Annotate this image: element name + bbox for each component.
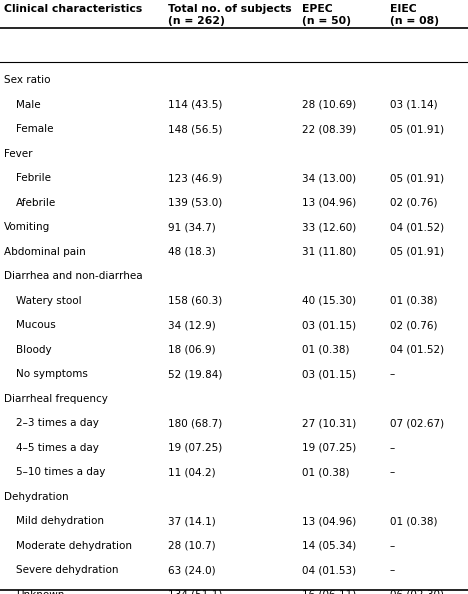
Text: Vomiting: Vomiting <box>4 222 50 232</box>
Text: 02 (0.76): 02 (0.76) <box>390 320 438 330</box>
Text: 01 (0.38): 01 (0.38) <box>390 296 438 306</box>
Text: 180 (68.7): 180 (68.7) <box>168 418 222 428</box>
Text: –: – <box>390 467 395 477</box>
Text: 16 (06.11): 16 (06.11) <box>302 590 356 594</box>
Text: 5–10 times a day: 5–10 times a day <box>16 467 105 477</box>
Text: 13 (04.96): 13 (04.96) <box>302 516 356 526</box>
Text: 4–5 times a day: 4–5 times a day <box>16 443 99 453</box>
Text: EIEC
(n = 08): EIEC (n = 08) <box>390 4 439 26</box>
Text: 40 (15.30): 40 (15.30) <box>302 296 356 306</box>
Text: Sex ratio: Sex ratio <box>4 75 51 86</box>
Text: 03 (01.15): 03 (01.15) <box>302 320 356 330</box>
Text: 123 (46.9): 123 (46.9) <box>168 173 222 184</box>
Text: 05 (01.91): 05 (01.91) <box>390 247 444 257</box>
Text: 06 (02.30): 06 (02.30) <box>390 590 444 594</box>
Text: 37 (14.1): 37 (14.1) <box>168 516 216 526</box>
Text: Diarrheal frequency: Diarrheal frequency <box>4 394 108 404</box>
Text: 02 (0.76): 02 (0.76) <box>390 198 438 208</box>
Text: Severe dehydration: Severe dehydration <box>16 565 118 575</box>
Text: 134 (51.1): 134 (51.1) <box>168 590 222 594</box>
Text: 01 (0.38): 01 (0.38) <box>302 467 350 477</box>
Text: 48 (18.3): 48 (18.3) <box>168 247 216 257</box>
Text: 01 (0.38): 01 (0.38) <box>390 516 438 526</box>
Text: 34 (13.00): 34 (13.00) <box>302 173 356 184</box>
Text: 07 (02.67): 07 (02.67) <box>390 418 444 428</box>
Text: 03 (1.14): 03 (1.14) <box>390 100 438 110</box>
Text: Afebrile: Afebrile <box>16 198 56 208</box>
Text: 2–3 times a day: 2–3 times a day <box>16 418 99 428</box>
Text: 27 (10.31): 27 (10.31) <box>302 418 356 428</box>
Text: 63 (24.0): 63 (24.0) <box>168 565 216 575</box>
Text: 04 (01.53): 04 (01.53) <box>302 565 356 575</box>
Text: Abdominal pain: Abdominal pain <box>4 247 86 257</box>
Text: Fever: Fever <box>4 148 32 159</box>
Text: –: – <box>390 541 395 551</box>
Text: 148 (56.5): 148 (56.5) <box>168 124 222 134</box>
Text: 14 (05.34): 14 (05.34) <box>302 541 356 551</box>
Text: Total no. of subjects
(n = 262): Total no. of subjects (n = 262) <box>168 4 292 26</box>
Text: Unknown: Unknown <box>16 590 65 594</box>
Text: Moderate dehydration: Moderate dehydration <box>16 541 132 551</box>
Text: Mild dehydration: Mild dehydration <box>16 516 104 526</box>
Text: 22 (08.39): 22 (08.39) <box>302 124 356 134</box>
Text: 28 (10.69): 28 (10.69) <box>302 100 356 110</box>
Text: 11 (04.2): 11 (04.2) <box>168 467 216 477</box>
Text: Dehydration: Dehydration <box>4 492 69 502</box>
Text: 33 (12.60): 33 (12.60) <box>302 222 356 232</box>
Text: Watery stool: Watery stool <box>16 296 81 306</box>
Text: 28 (10.7): 28 (10.7) <box>168 541 216 551</box>
Text: 18 (06.9): 18 (06.9) <box>168 345 216 355</box>
Text: 158 (60.3): 158 (60.3) <box>168 296 222 306</box>
Text: EPEC
(n = 50): EPEC (n = 50) <box>302 4 351 26</box>
Text: 31 (11.80): 31 (11.80) <box>302 247 356 257</box>
Text: Clinical characteristics: Clinical characteristics <box>4 4 142 14</box>
Text: 19 (07.25): 19 (07.25) <box>302 443 356 453</box>
Text: –: – <box>390 369 395 379</box>
Text: 34 (12.9): 34 (12.9) <box>168 320 216 330</box>
Text: 114 (43.5): 114 (43.5) <box>168 100 222 110</box>
Text: 01 (0.38): 01 (0.38) <box>302 345 350 355</box>
Text: 139 (53.0): 139 (53.0) <box>168 198 222 208</box>
Text: Bloody: Bloody <box>16 345 51 355</box>
Text: Mucous: Mucous <box>16 320 56 330</box>
Text: 05 (01.91): 05 (01.91) <box>390 173 444 184</box>
Text: 04 (01.52): 04 (01.52) <box>390 345 444 355</box>
Text: No symptoms: No symptoms <box>16 369 88 379</box>
Text: 03 (01.15): 03 (01.15) <box>302 369 356 379</box>
Text: 19 (07.25): 19 (07.25) <box>168 443 222 453</box>
Text: 91 (34.7): 91 (34.7) <box>168 222 216 232</box>
Text: –: – <box>390 443 395 453</box>
Text: Diarrhea and non-diarrhea: Diarrhea and non-diarrhea <box>4 271 143 281</box>
Text: Febrile: Febrile <box>16 173 51 184</box>
Text: 04 (01.52): 04 (01.52) <box>390 222 444 232</box>
Text: 13 (04.96): 13 (04.96) <box>302 198 356 208</box>
Text: 52 (19.84): 52 (19.84) <box>168 369 222 379</box>
Text: Female: Female <box>16 124 53 134</box>
Text: Male: Male <box>16 100 41 110</box>
Text: 05 (01.91): 05 (01.91) <box>390 124 444 134</box>
Text: –: – <box>390 565 395 575</box>
